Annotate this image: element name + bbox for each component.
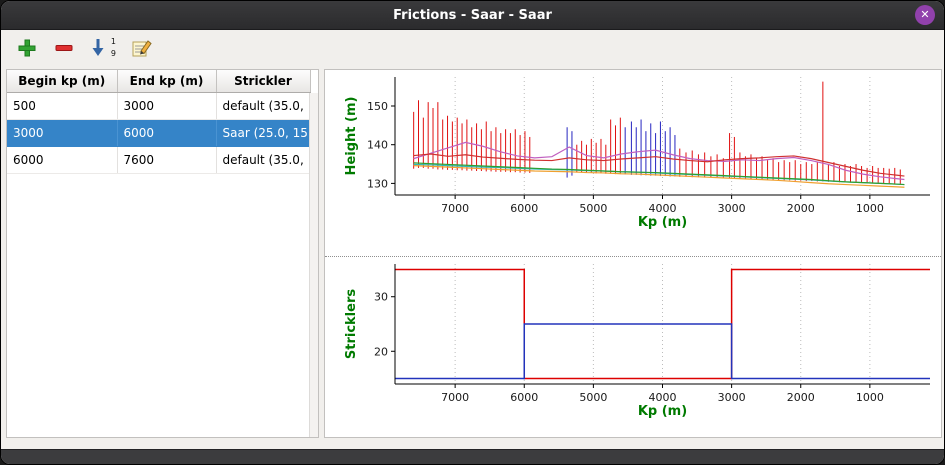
svg-text:3000: 3000 <box>718 391 746 404</box>
frictions-table-body: 500 3000 default (35.0, … 3000 6000 Saar (25.… <box>7 92 311 174</box>
frictions-table: Begin kp (m) End kp (m) Strickler 500 3000 d… <box>7 70 311 174</box>
pencil-paper-icon <box>132 40 152 57</box>
frictions-table-panel: Begin kp (m) End kp (m) Strickler 500 3000 d… <box>6 69 319 438</box>
window-title: Frictions - Saar - Saar <box>393 7 552 23</box>
svg-text:7000: 7000 <box>441 391 469 404</box>
svg-text:1000: 1000 <box>856 391 884 404</box>
svg-text:4000: 4000 <box>649 202 677 215</box>
table-row[interactable]: 500 3000 default (35.0, … <box>7 92 311 120</box>
svg-text:5000: 5000 <box>579 202 607 215</box>
svg-text:Stricklers: Stricklers <box>344 289 359 359</box>
svg-text:30: 30 <box>374 291 388 304</box>
table-cell[interactable]: default (35.0, … <box>216 146 311 174</box>
svg-text:20: 20 <box>374 345 388 358</box>
minus-icon <box>55 45 73 51</box>
sort-button[interactable]: 1 9 <box>90 37 116 59</box>
svg-text:7000: 7000 <box>441 202 469 215</box>
svg-text:2000: 2000 <box>787 202 815 215</box>
titlebar[interactable]: Frictions - Saar - Saar ✕ <box>1 1 944 30</box>
column-header[interactable]: Strickler <box>216 70 311 93</box>
table-cell[interactable]: 6000 <box>7 146 118 174</box>
table-cell[interactable]: Saar (25.0, 15.0) <box>216 119 311 147</box>
plus-icon <box>18 39 36 57</box>
svg-text:3000: 3000 <box>718 202 746 215</box>
window-bottom-edge <box>1 449 944 464</box>
remove-row-button[interactable] <box>53 37 75 59</box>
table-cell[interactable]: 3000 <box>117 92 217 120</box>
sort-digit-bottom: 9 <box>110 49 116 58</box>
add-row-button[interactable] <box>16 37 38 59</box>
svg-text:Height (m): Height (m) <box>344 97 359 176</box>
svg-text:140: 140 <box>367 139 388 152</box>
svg-text:150: 150 <box>367 100 388 113</box>
sort-digit-top: 1 <box>110 37 116 46</box>
table-cell[interactable]: default (35.0, … <box>216 92 311 120</box>
toolbar: 1 9 <box>1 31 944 65</box>
svg-text:2000: 2000 <box>787 391 815 404</box>
table-cell[interactable]: 6000 <box>117 119 217 147</box>
table-cell[interactable]: 7600 <box>117 146 217 174</box>
table-header-row: Begin kp (m) End kp (m) Strickler <box>7 70 311 93</box>
close-button[interactable]: ✕ <box>915 5 935 25</box>
svg-text:4000: 4000 <box>649 391 677 404</box>
table-row[interactable]: 6000 7600 default (35.0, … <box>7 146 311 174</box>
column-header[interactable]: End kp (m) <box>117 70 217 93</box>
table-scrollbar[interactable] <box>309 93 318 437</box>
svg-text:Kp (m): Kp (m) <box>638 404 687 419</box>
edit-button[interactable] <box>131 37 153 59</box>
column-header[interactable]: Begin kp (m) <box>7 70 118 93</box>
stricklers-chart[interactable]: 7000 6000 5000 4000 3000 2000 1000 20 30 Kp (m) St… <box>325 257 941 438</box>
chart-splitter[interactable] <box>325 256 941 257</box>
svg-text:1000: 1000 <box>856 202 884 215</box>
svg-text:Kp (m): Kp (m) <box>638 215 687 230</box>
svg-text:6000: 6000 <box>510 391 538 404</box>
table-cell[interactable]: 3000 <box>7 119 118 147</box>
svg-text:6000: 6000 <box>510 202 538 215</box>
table-cell[interactable]: 500 <box>7 92 118 120</box>
charts-panel: 7000 6000 5000 4000 3000 2000 1000 130 140 150 Kp … <box>324 69 942 438</box>
svg-text:130: 130 <box>367 177 388 190</box>
svg-text:5000: 5000 <box>579 391 607 404</box>
sort-arrow-icon <box>92 39 104 56</box>
height-chart[interactable]: 7000 6000 5000 4000 3000 2000 1000 130 140 150 Kp … <box>325 70 941 256</box>
